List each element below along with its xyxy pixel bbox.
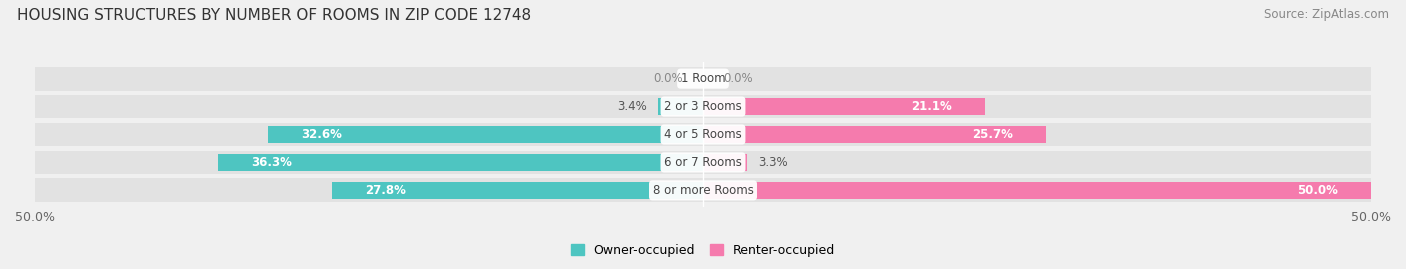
Text: 50.0%: 50.0% [1296, 184, 1337, 197]
Bar [703, 182, 1371, 199]
Bar [35, 179, 1371, 202]
Text: HOUSING STRUCTURES BY NUMBER OF ROOMS IN ZIP CODE 12748: HOUSING STRUCTURES BY NUMBER OF ROOMS IN… [17, 8, 531, 23]
Text: 25.7%: 25.7% [972, 128, 1012, 141]
Bar [267, 126, 703, 143]
Bar [332, 182, 703, 199]
Bar [218, 154, 703, 171]
Bar [703, 154, 747, 171]
Bar [35, 67, 1371, 90]
Legend: Owner-occupied, Renter-occupied: Owner-occupied, Renter-occupied [567, 239, 839, 262]
Text: 27.8%: 27.8% [366, 184, 406, 197]
Bar [35, 123, 1371, 146]
Text: 32.6%: 32.6% [301, 128, 342, 141]
Text: 1 Room: 1 Room [681, 72, 725, 85]
Text: 0.0%: 0.0% [654, 72, 683, 85]
Text: Source: ZipAtlas.com: Source: ZipAtlas.com [1264, 8, 1389, 21]
Text: 0.0%: 0.0% [723, 72, 752, 85]
Bar [703, 98, 984, 115]
Bar [35, 151, 1371, 174]
Text: 4 or 5 Rooms: 4 or 5 Rooms [664, 128, 742, 141]
Text: 2 or 3 Rooms: 2 or 3 Rooms [664, 100, 742, 113]
Text: 21.1%: 21.1% [911, 100, 952, 113]
Text: 6 or 7 Rooms: 6 or 7 Rooms [664, 156, 742, 169]
Text: 3.3%: 3.3% [758, 156, 787, 169]
Text: 36.3%: 36.3% [252, 156, 292, 169]
Text: 3.4%: 3.4% [617, 100, 647, 113]
Bar [658, 98, 703, 115]
Bar [703, 126, 1046, 143]
Bar [35, 95, 1371, 118]
Text: 8 or more Rooms: 8 or more Rooms [652, 184, 754, 197]
